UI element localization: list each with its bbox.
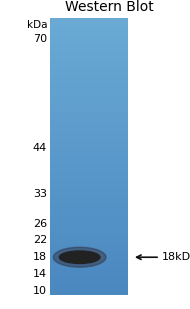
Ellipse shape: [59, 251, 100, 264]
Text: 22: 22: [33, 235, 47, 245]
Text: 10: 10: [33, 286, 47, 296]
Text: Western Blot: Western Blot: [65, 0, 153, 14]
Text: 26: 26: [33, 219, 47, 229]
Ellipse shape: [53, 247, 106, 267]
Text: 14: 14: [33, 269, 47, 279]
Text: 44: 44: [33, 143, 47, 153]
Text: 18kDa: 18kDa: [162, 252, 190, 262]
Text: 18: 18: [33, 252, 47, 262]
Text: kDa: kDa: [28, 20, 48, 30]
Text: 70: 70: [33, 34, 47, 44]
Text: 33: 33: [33, 189, 47, 199]
